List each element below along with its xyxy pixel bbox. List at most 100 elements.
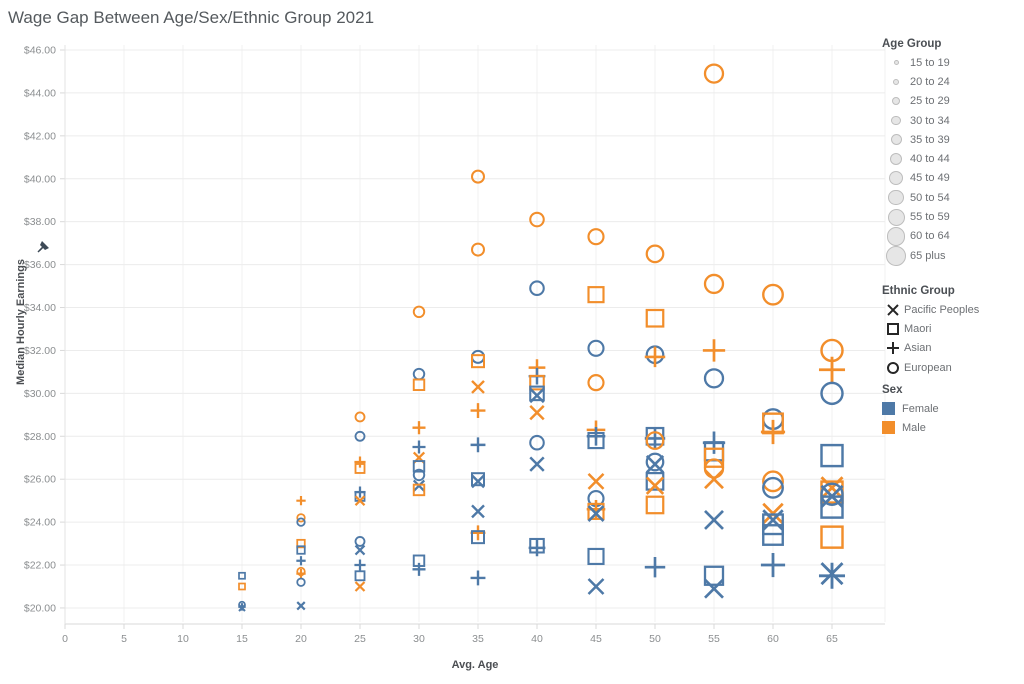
mark-square-female[interactable] [762, 524, 784, 546]
mark-x-female[interactable] [529, 456, 545, 472]
mark-plus-female[interactable] [586, 426, 606, 446]
mark-square-female[interactable] [238, 571, 246, 580]
mark-x-female[interactable] [238, 604, 246, 612]
mark-square-male[interactable] [587, 502, 605, 520]
mark-x-male[interactable] [587, 472, 605, 490]
legend-ethnic-item[interactable]: European [882, 358, 1024, 377]
mark-square-male[interactable] [412, 483, 426, 497]
mark-plus-male[interactable] [470, 525, 486, 541]
mark-x-female[interactable] [587, 505, 605, 522]
mark-square-female[interactable] [354, 570, 366, 582]
legend-age-item[interactable]: 25 to 29 [882, 92, 1024, 111]
legend-age-item[interactable]: 35 to 39 [882, 130, 1024, 149]
mark-x-female[interactable] [296, 601, 306, 611]
mark-circle-female[interactable] [529, 434, 545, 451]
mark-circle-male[interactable] [471, 169, 485, 184]
mark-plus-male[interactable] [296, 496, 306, 506]
mark-x-male[interactable] [354, 581, 366, 592]
mark-circle-male[interactable] [703, 273, 725, 295]
mark-square-male[interactable] [820, 525, 844, 549]
mark-square-male[interactable] [645, 308, 665, 328]
legend-age-item[interactable]: 65 plus [882, 245, 1024, 266]
legend-age-item[interactable]: 30 to 34 [882, 111, 1024, 130]
mark-x-female[interactable] [587, 578, 605, 595]
mark-circle-female[interactable] [354, 536, 366, 547]
mark-square-male[interactable] [529, 374, 545, 391]
mark-plus-male[interactable] [760, 419, 786, 445]
legend-ethnic-item[interactable]: Pacific Peoples [882, 300, 1024, 319]
legend-age-item[interactable]: 60 to 64 [882, 227, 1024, 246]
mark-plus-male[interactable] [702, 339, 726, 362]
legend-age-item[interactable]: 40 to 44 [882, 149, 1024, 168]
legend-age-item[interactable]: 55 to 59 [882, 207, 1024, 226]
legend-sex-item[interactable]: Male [882, 418, 1024, 437]
mark-circle-male[interactable] [645, 244, 665, 264]
mark-square-male[interactable] [703, 447, 725, 468]
mark-circle-male[interactable] [762, 283, 784, 306]
mark-square-female[interactable] [645, 471, 665, 491]
mark-plus-female[interactable] [412, 562, 426, 576]
mark-x-male[interactable] [645, 476, 665, 495]
mark-circle-female[interactable] [354, 430, 366, 442]
axis-pin-icon[interactable] [37, 241, 49, 253]
mark-circle-female[interactable] [412, 468, 426, 482]
mark-circle-male[interactable] [354, 411, 366, 423]
mark-circle-female[interactable] [762, 476, 784, 499]
mark-x-male[interactable] [529, 405, 545, 421]
mark-square-female[interactable] [587, 431, 605, 450]
mark-square-male[interactable] [238, 582, 246, 591]
mark-circle-female[interactable] [703, 368, 725, 389]
mark-plus-female[interactable] [818, 562, 846, 589]
mark-plus-female[interactable] [760, 552, 786, 578]
mark-square-female[interactable] [529, 385, 545, 402]
mark-circle-male[interactable] [587, 228, 605, 246]
mark-square-male[interactable] [645, 495, 665, 515]
mark-circle-male[interactable] [296, 513, 306, 523]
mark-circle-male[interactable] [587, 374, 605, 392]
mark-square-male[interactable] [471, 354, 485, 369]
mark-circle-female[interactable] [296, 517, 306, 527]
mark-plus-male[interactable] [644, 346, 666, 368]
mark-square-female[interactable] [412, 460, 426, 473]
legend-ethnic-item[interactable]: Asian [882, 339, 1024, 358]
legend-age-item[interactable]: 20 to 24 [882, 72, 1024, 91]
mark-plus-female[interactable] [296, 556, 306, 566]
mark-circle-female[interactable] [529, 280, 545, 296]
mark-square-male[interactable] [354, 463, 366, 474]
mark-x-female[interactable] [704, 510, 724, 530]
mark-plus-female[interactable] [644, 556, 666, 578]
mark-square-female[interactable] [587, 547, 605, 566]
mark-plus-male[interactable] [470, 403, 486, 418]
mark-circle-female[interactable] [296, 577, 306, 587]
mark-square-male[interactable] [587, 286, 605, 304]
mark-square-male[interactable] [412, 378, 426, 391]
mark-circle-female[interactable] [587, 339, 605, 357]
mark-x-female[interactable] [645, 454, 665, 474]
mark-plus-female[interactable] [470, 570, 486, 586]
mark-square-female[interactable] [471, 472, 485, 487]
legend-ethnic-item[interactable]: Maori [882, 319, 1024, 338]
mark-x-female[interactable] [471, 504, 485, 519]
mark-plus-male[interactable] [296, 568, 306, 579]
mark-x-male[interactable] [354, 495, 366, 506]
mark-x-female[interactable] [354, 544, 366, 556]
mark-x-female[interactable] [471, 474, 485, 489]
mark-circle-female[interactable] [645, 452, 665, 472]
mark-circle-male[interactable] [645, 431, 665, 450]
mark-square-female[interactable] [471, 530, 485, 545]
mark-x-male[interactable] [704, 469, 724, 490]
mark-plus-male[interactable] [818, 356, 846, 383]
mark-plus-male[interactable] [354, 456, 366, 468]
mark-plus-female[interactable] [528, 539, 546, 557]
legend-age-item[interactable]: 45 to 49 [882, 169, 1024, 188]
mark-plus-female[interactable] [412, 440, 426, 454]
mark-circle-male[interactable] [412, 305, 426, 319]
mark-x-female[interactable] [529, 387, 545, 404]
mark-plus-female[interactable] [354, 559, 366, 571]
mark-square-female[interactable] [820, 443, 844, 468]
legend-age-item[interactable]: 50 to 54 [882, 188, 1024, 207]
mark-circle-male[interactable] [471, 242, 485, 257]
mark-square-female[interactable] [820, 495, 844, 519]
mark-square-female[interactable] [296, 545, 306, 555]
mark-circle-male[interactable] [703, 63, 725, 84]
